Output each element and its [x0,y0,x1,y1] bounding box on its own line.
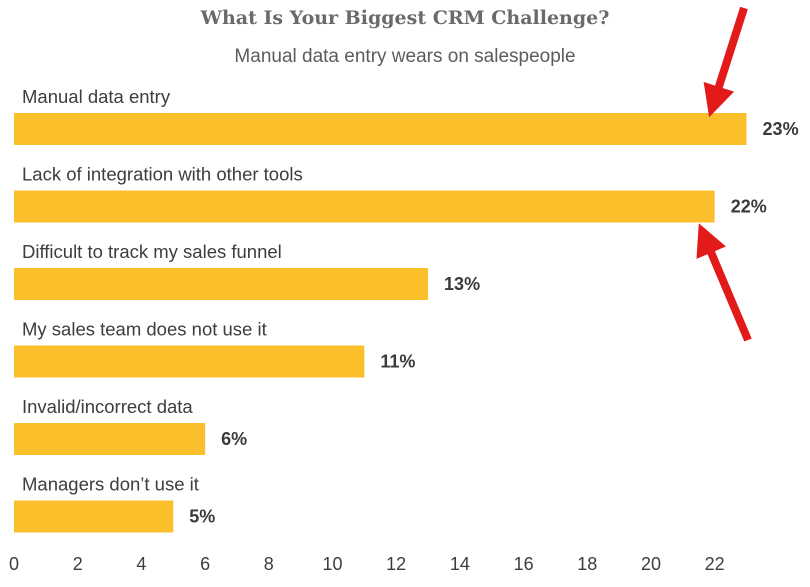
x-tick-label: 8 [264,554,274,574]
x-tick-label: 2 [73,554,83,574]
bar [14,190,715,223]
category-label: My sales team does not use it [22,319,267,340]
bar [14,423,206,455]
x-tick-label: 16 [514,554,534,574]
x-tick-label: 12 [386,554,406,574]
chart-subtitle: Manual data entry wears on salespeople [234,46,575,67]
value-label: 23% [763,119,799,139]
annotation-arrow [703,6,748,118]
x-tick-label: 22 [705,554,725,574]
bar [14,113,747,145]
x-tick-label: 14 [450,554,470,574]
annotation-arrows [696,6,752,342]
value-label: 22% [731,197,767,217]
value-label: 13% [444,274,480,294]
x-tick-label: 10 [322,554,342,574]
bar [14,268,429,300]
x-tick-label: 0 [9,554,19,574]
bar [14,500,174,533]
annotation-arrow [696,223,752,342]
x-tick-label: 20 [641,554,661,574]
x-tick-label: 18 [577,554,597,574]
category-label: Lack of integration with other tools [22,164,303,185]
chart-title: What Is Your Biggest CRM Challenge? [200,7,610,29]
bar [14,345,365,378]
x-axis-ticks: 0 2 4 6 8 10 12 14 16 18 20 22 [9,554,725,574]
category-label: Manual data entry [22,86,171,107]
x-tick-label: 6 [200,554,210,574]
x-tick-label: 4 [136,554,146,574]
value-label: 5% [189,507,215,527]
category-label: Invalid/incorrect data [22,396,193,417]
category-label: Managers don’t use it [22,474,199,495]
bars-group: Manual data entry 23% Lack of integration … [14,86,799,533]
value-label: 6% [221,429,247,449]
value-label: 11% [380,352,415,372]
category-label: Difficult to track my sales funnel [22,241,282,262]
